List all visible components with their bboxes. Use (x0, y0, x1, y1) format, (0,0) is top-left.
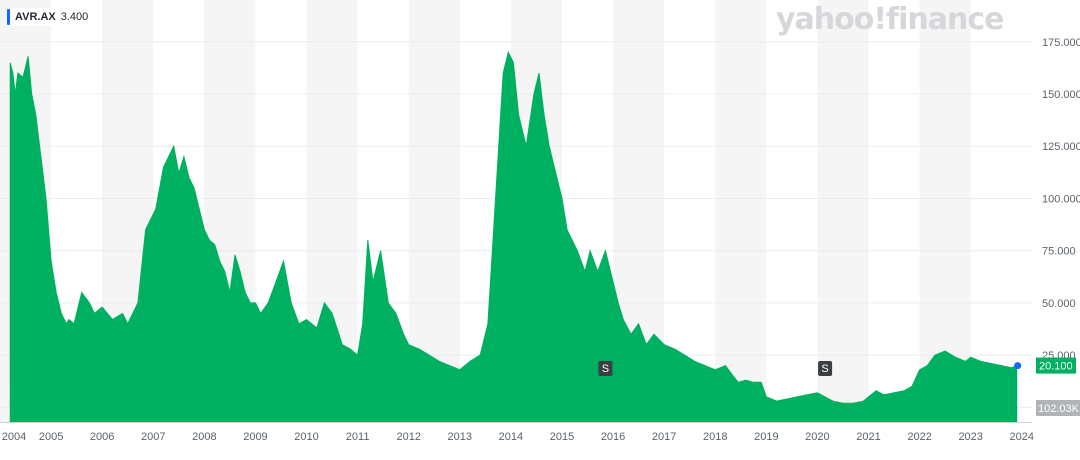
x-tick-label: 2009 (243, 431, 267, 443)
x-tick-label: 2007 (141, 431, 165, 443)
x-tick-label: 2023 (958, 431, 982, 443)
x-tick-label: 2018 (703, 431, 727, 443)
x-tick-label: 2008 (192, 431, 216, 443)
x-tick-label: 2022 (907, 431, 931, 443)
last-price-dot (1014, 362, 1022, 370)
split-marker-label: S (602, 363, 609, 375)
x-tick-label: 2015 (550, 431, 574, 443)
x-tick-label: 2011 (346, 431, 370, 443)
x-tick-label: 2020 (805, 431, 829, 443)
x-tick-label: 2013 (448, 431, 472, 443)
x-tick-label: 2024 (1010, 431, 1034, 443)
price-area (9, 50, 1018, 423)
volume-tag (1036, 400, 1080, 416)
x-tick-label: 2006 (90, 431, 114, 443)
x-tick-label: 2012 (396, 431, 420, 443)
x-tick-label: 2017 (652, 431, 676, 443)
split-marker (598, 361, 613, 376)
legend[interactable]: AVR.AX 3.400 (7, 8, 93, 26)
split-marker (818, 361, 833, 376)
series-color-marker (7, 9, 10, 25)
legend-value: 3.400 (60, 11, 89, 23)
x-tick-label: 2014 (499, 431, 523, 443)
x-tick-label: 2019 (754, 431, 778, 443)
year-band (817, 0, 869, 422)
y-tick-label: 50.000 (1042, 298, 1076, 310)
last-price-label: 20.100 (1039, 361, 1073, 373)
x-tick-label: 2021 (856, 431, 880, 443)
y-tick-label: 100.000 (1042, 193, 1080, 205)
legend-symbol: AVR.AX (15, 11, 56, 23)
split-marker-label: S (821, 363, 828, 375)
last-price-tag (1036, 357, 1076, 374)
x-tick-label: 2016 (601, 431, 625, 443)
y-tick-label: 125.000 (1042, 141, 1080, 153)
year-band (715, 0, 767, 422)
y-tick-label: 75.000 (1042, 246, 1076, 258)
x-tick-label: 2010 (294, 431, 318, 443)
x-tick-label: 2004 (2, 431, 26, 443)
y-tick-label: 150.000 (1042, 89, 1080, 101)
x-tick-label: 2005 (39, 431, 63, 443)
yahoo-finance-watermark: yahoo!finance (776, 2, 1004, 37)
volume-label: 102.03K (1038, 403, 1080, 415)
y-tick-label: 175.000 (1042, 37, 1080, 49)
